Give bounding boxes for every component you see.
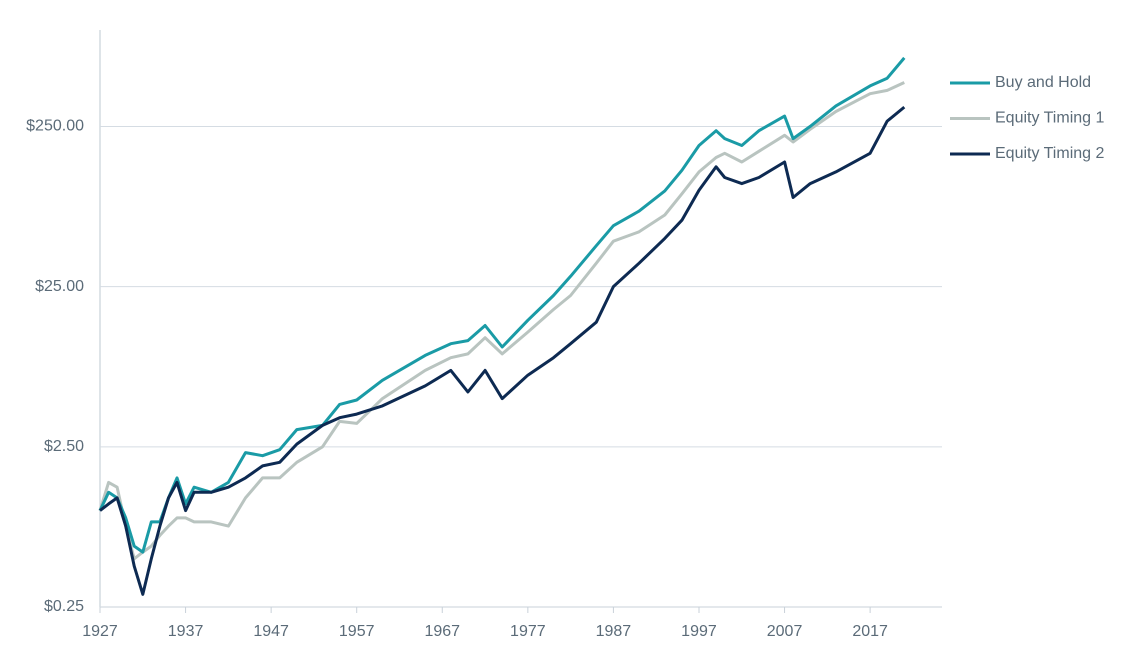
x-tick-label: 1967 <box>424 623 460 640</box>
x-tick-label: 1977 <box>510 623 546 640</box>
series-line <box>99 105 906 596</box>
x-tick-label: 1987 <box>596 623 632 640</box>
y-tick-label: $2.50 <box>44 438 84 455</box>
x-tick-label: 2017 <box>852 623 888 640</box>
x-tick-label: 1927 <box>82 623 118 640</box>
series-line <box>98 81 905 561</box>
x-tick-label: 1997 <box>681 623 717 640</box>
y-tick-label: $250.00 <box>26 118 84 135</box>
x-tick-label: 1957 <box>339 623 375 640</box>
legend-label: Buy and Hold <box>995 74 1091 91</box>
legend-label: Equity Timing 1 <box>995 110 1104 127</box>
series-line <box>98 56 906 554</box>
y-tick-label: $25.00 <box>35 278 84 295</box>
x-tick-label: 1947 <box>253 623 289 640</box>
x-tick-label: 1937 <box>168 623 204 640</box>
legend-label: Equity Timing 2 <box>995 145 1104 162</box>
x-tick-label: 2007 <box>767 623 803 640</box>
y-tick-label: $0.25 <box>44 598 84 615</box>
